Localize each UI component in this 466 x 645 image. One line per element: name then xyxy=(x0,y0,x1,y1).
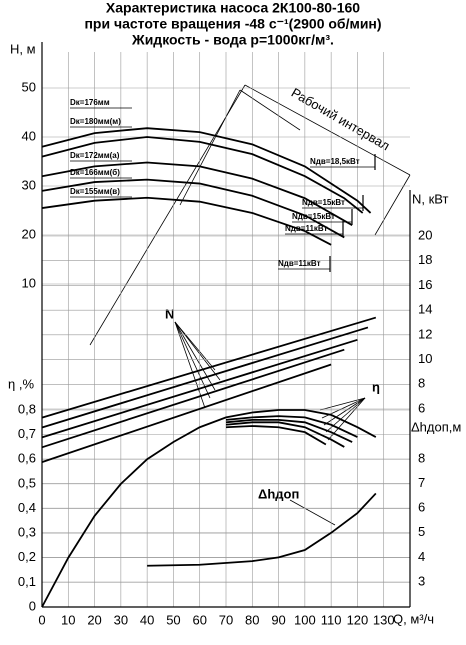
y-tick-label: 16 xyxy=(418,277,432,292)
curve xyxy=(41,136,364,214)
curve xyxy=(225,421,345,448)
x-tick-label: 20 xyxy=(87,612,101,627)
curve xyxy=(225,418,353,443)
y-tick-label: 14 xyxy=(418,302,432,317)
y-tick-label: 0,7 xyxy=(18,426,36,441)
motor-label: Nдв=11кВт xyxy=(278,259,321,268)
title-line: Жидкость - вода р=1000кг/м³. xyxy=(131,32,334,48)
curve xyxy=(41,196,332,246)
curve-label: Dк=176мм xyxy=(70,98,110,107)
y-tick-label: 0,8 xyxy=(18,401,36,416)
curve xyxy=(225,425,327,446)
curve xyxy=(41,409,377,608)
curve xyxy=(147,492,377,567)
x-tick-label: 120 xyxy=(347,612,369,627)
x-tick-label: 110 xyxy=(321,612,342,627)
y-tick-label: 8 xyxy=(418,450,425,465)
y-tick-label: 5 xyxy=(418,524,425,539)
x-tick-label: 50 xyxy=(166,612,180,627)
y-tick-label: 8 xyxy=(418,376,425,391)
x-tick-label: 0 xyxy=(38,612,45,627)
y-axis-label: H, м xyxy=(10,41,36,56)
x-tick-label: 60 xyxy=(192,612,206,627)
x-axis-label: Q, м³/ч xyxy=(393,611,434,626)
y-tick-label: 6 xyxy=(418,400,425,415)
y-tick-label: 18 xyxy=(418,252,432,267)
y-tick-label: 20 xyxy=(418,227,432,242)
x-tick-label: 10 xyxy=(61,612,75,627)
motor-label: Nдв=15кВт xyxy=(302,198,345,207)
y-tick-label: 12 xyxy=(418,326,432,341)
y-tick-label: 10 xyxy=(22,275,36,290)
curve-label: Dк=172мм(а) xyxy=(70,151,120,160)
curve-label: Dк=166мм(б) xyxy=(70,168,120,177)
y-tick-label: 0,1 xyxy=(18,574,36,589)
y-tick-label: 20 xyxy=(22,226,36,241)
curve xyxy=(41,127,372,214)
motor-label: Nдв=11кВт xyxy=(285,224,328,233)
y-tick-label: 0 xyxy=(29,598,36,613)
curve xyxy=(41,178,345,239)
motor-label: Nдв=18,5кВт xyxy=(310,157,360,166)
curve xyxy=(41,316,377,419)
curve xyxy=(41,348,345,449)
x-tick-label: 70 xyxy=(219,612,233,627)
y-tick-label: 50 xyxy=(22,79,36,94)
curve-label: Dк=155мм(в) xyxy=(70,187,120,196)
curve-label: Dк=180мм(м) xyxy=(70,117,121,126)
y-tick-label: 3 xyxy=(418,573,425,588)
y-tick-label: 6 xyxy=(418,500,425,515)
curve xyxy=(41,161,353,226)
y2-axis-label: N, кВт xyxy=(412,191,449,206)
y-tick-label: 4 xyxy=(418,549,425,564)
curve xyxy=(41,338,358,439)
curve xyxy=(41,363,332,463)
x-tick-label: 30 xyxy=(114,612,128,627)
x-tick-label: 90 xyxy=(271,612,285,627)
x-tick-label: 100 xyxy=(294,612,316,627)
y-tick-label: 7 xyxy=(418,475,425,490)
x-tick-label: 130 xyxy=(373,612,395,627)
interval-label: Рабочий интервал xyxy=(289,85,393,154)
motor-label: Nдв=15кВт xyxy=(292,212,335,221)
y-tick-label: 0,6 xyxy=(18,451,36,466)
y-tick-label: 0,4 xyxy=(18,500,36,515)
curve xyxy=(41,326,369,429)
y-tick-label: 40 xyxy=(22,128,36,143)
y-tick-label: 30 xyxy=(22,177,36,192)
eta-label: η xyxy=(372,379,380,394)
y-tick-label: 0,5 xyxy=(18,475,36,490)
y-tick-label: 0,2 xyxy=(18,549,36,564)
title-line: Характеристика насоса 2К100-80-160 xyxy=(106,0,360,16)
title-line: при частоте вращения -48 с⁻¹(2900 об/мин… xyxy=(84,16,381,32)
n-label: N xyxy=(165,306,174,321)
x-tick-label: 80 xyxy=(245,612,259,627)
y-tick-label: 10 xyxy=(418,351,432,366)
y3-axis-label: Δhдоп,м xyxy=(411,419,461,434)
curve xyxy=(225,415,358,438)
eta-axis-label: η ,% xyxy=(8,376,34,391)
x-tick-label: 40 xyxy=(140,612,154,627)
y-tick-label: 0,3 xyxy=(18,525,36,540)
